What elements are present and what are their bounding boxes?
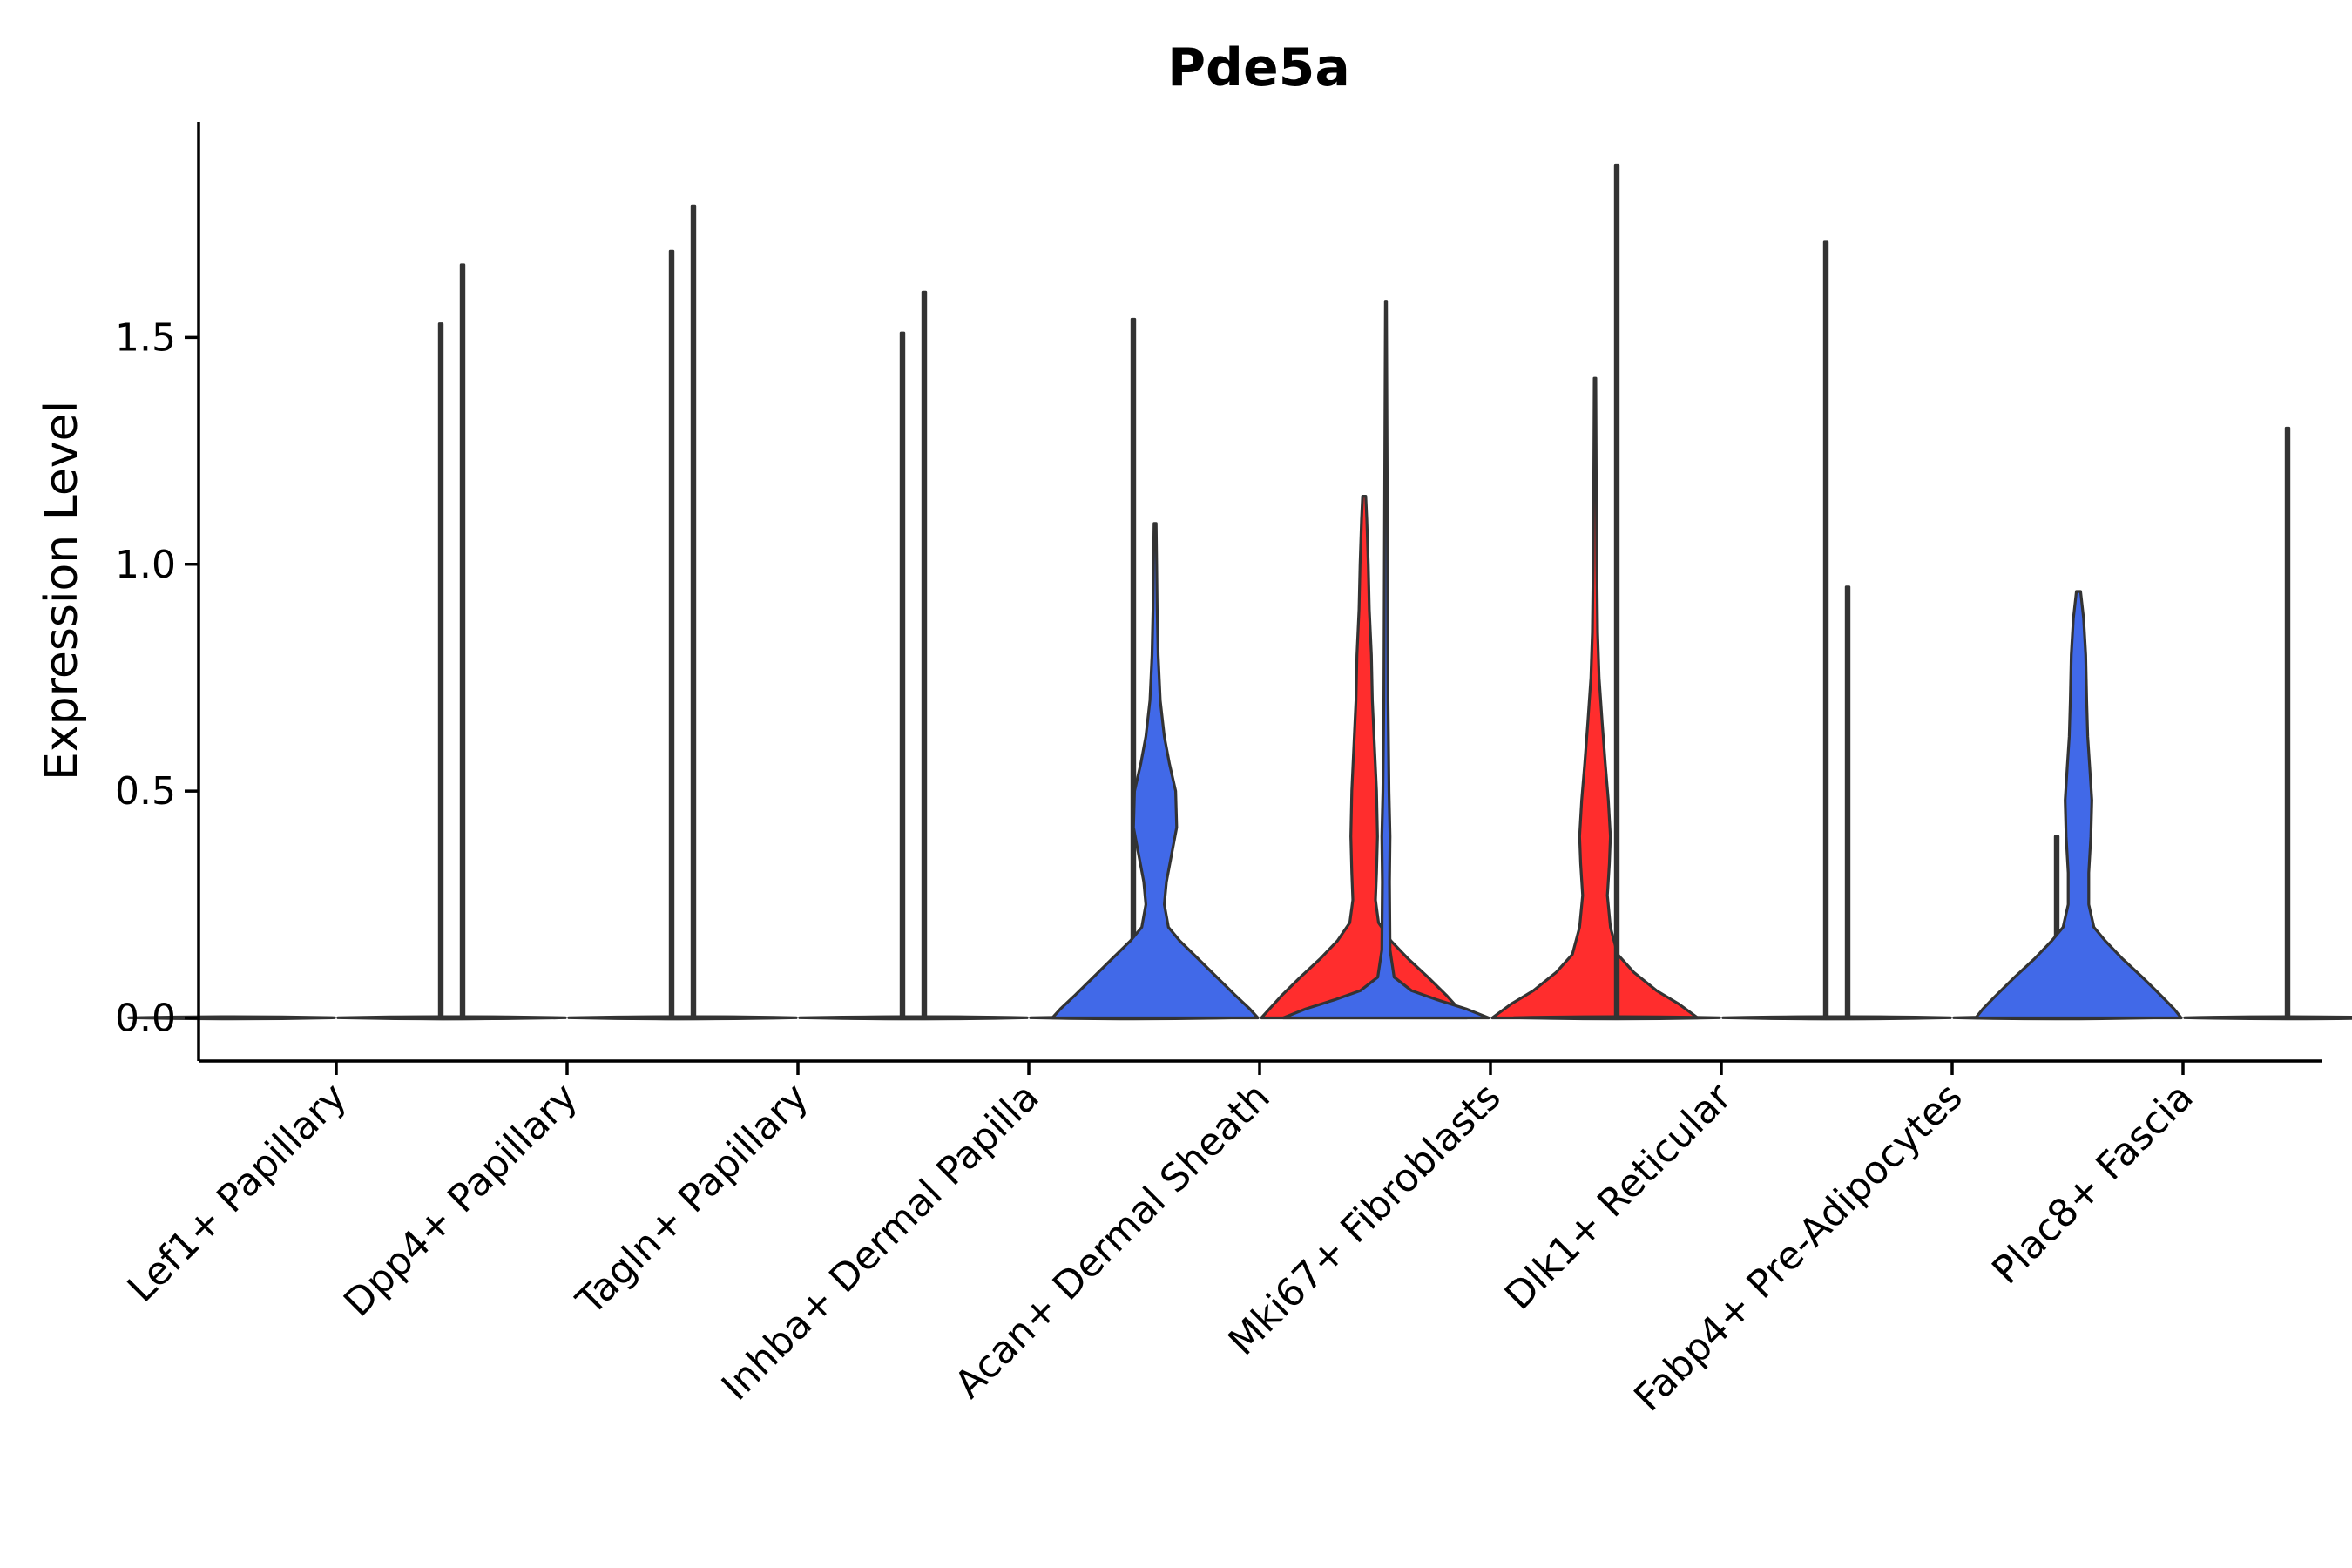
violin-tagln-papillary-group_a-baseline xyxy=(589,1015,798,1021)
violin-plac8-fascia-group_a xyxy=(1974,590,2183,1020)
y-tick-label: 1.0 xyxy=(115,543,176,587)
violin-dlk1-reticular-group_a-spike xyxy=(1613,163,1620,1020)
x-tick-label: Tagln+ Papillary xyxy=(568,1075,817,1324)
violin-mki67-fibroblasts-group_a xyxy=(1281,300,1490,1020)
violin-tagln-papillary-group_a-spike xyxy=(690,204,697,1020)
violin-dlk1-reticular-group_b-spike xyxy=(1822,240,1829,1020)
violin-plac8-fascia-group_b-baseline xyxy=(2183,1015,2352,1021)
violin-inhba-dermal-papilla-group_b-spike xyxy=(1130,317,1137,1020)
violin-mki67-fibroblasts-group_b xyxy=(1490,376,1700,1020)
violin-fabp4-pre-adipocytes-group_a-spike xyxy=(1844,585,1851,1020)
violin-acan-dermal-sheath-group_a xyxy=(1051,522,1260,1020)
violin-lef1-papillary-group_b-spike xyxy=(437,322,444,1020)
y-axis-label: Expression Level xyxy=(36,401,88,781)
violin-dlk1-reticular-group_a-baseline xyxy=(1512,1015,1721,1021)
x-tick-label: Plac8+ Fascia xyxy=(1984,1075,2202,1294)
violin-plac8-fascia-group_b-spike xyxy=(2284,426,2291,1020)
violin-fabp4-pre-adipocytes-group_a-baseline xyxy=(1743,1015,1952,1021)
violin-dpp4-papillary-group_a-spike xyxy=(459,263,466,1020)
violin-tagln-papillary-group_b-spike xyxy=(899,331,906,1020)
violin-inhba-dermal-papilla-group_a-baseline xyxy=(820,1015,1029,1021)
x-tick-label: Lef1+ Papillary xyxy=(119,1075,355,1311)
violin-layer xyxy=(127,163,2352,1021)
violin-dpp4-papillary-group_b-spike xyxy=(668,249,675,1020)
y-tick-label: 1.5 xyxy=(115,315,176,360)
x-tick-label: Dlk1+ Reticular xyxy=(1497,1074,1741,1319)
y-tick-label: 0.0 xyxy=(115,997,176,1041)
x-tick-label: Dpp4+ Papillary xyxy=(335,1075,586,1326)
y-tick-label: 0.5 xyxy=(115,769,176,814)
violin-dpp4-papillary-group_a-baseline xyxy=(358,1015,567,1021)
violin-inhba-dermal-papilla-group_a-spike xyxy=(921,290,928,1020)
violin-acan-dermal-sheath-group_b xyxy=(1260,495,1469,1020)
chart-title: Pde5a xyxy=(1167,37,1350,98)
